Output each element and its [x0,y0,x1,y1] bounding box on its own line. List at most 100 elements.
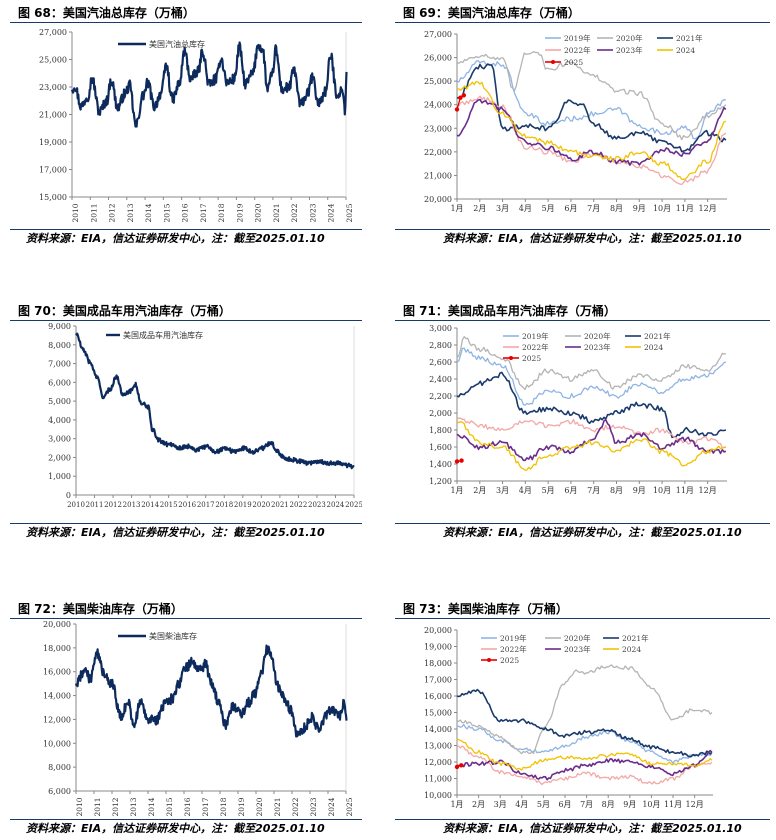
x-tick-label: 2017 [201,797,210,816]
legend-label: 2022年 [522,342,549,352]
y-tick-label: 8,000 [48,763,71,772]
series-marker [454,107,460,112]
x-tick-label: 2015 [165,797,174,816]
legend-label: 2019年 [500,633,527,643]
x-tick-label: 2019 [237,797,246,816]
series-line-4 [456,749,713,781]
legend-label: 2023年 [564,644,591,654]
series-line-2 [456,63,727,153]
x-tick-label: 11月 [676,486,694,495]
x-tick-label: 2019 [234,501,252,509]
legend-label: 2022年 [564,45,591,55]
series-marker [454,459,460,464]
y-tick-label: 15,000 [424,709,452,718]
y-tick-label: 18,000 [424,659,452,668]
legend-label: 2021年 [644,331,671,341]
x-tick-label: 2018 [219,797,228,816]
y-tick-label: 19,000 [424,643,452,652]
source-note: 资料来源：EIA，信达证券研发中心，注：截至2025.01.10 [443,822,742,835]
x-tick-label: 5月 [542,204,555,213]
x-tick-label: 2013 [129,797,138,816]
legend-label: 2024 [622,645,641,654]
x-tick-label: 2016 [181,203,190,222]
y-tick-label: 17,000 [39,166,67,175]
x-tick-label: 2017 [197,501,215,509]
y-tick-label: 16,000 [43,668,71,677]
x-tick-label: 6月 [564,204,577,213]
x-tick-label: 4月 [519,486,532,495]
x-tick-label: 10月 [653,486,671,495]
chart-71-svg: 1,200 1,400 1,600 1,800 2,000 2,200 2,400 2,600… [429,324,727,495]
y-tick-label: 20,000 [424,195,452,204]
x-tick-label: 2020 [255,797,264,816]
series-line-0 [74,644,348,738]
legend-label: 美国柴油库存 [149,631,197,641]
series-line-2 [456,688,713,758]
x-tick-label: 2012 [104,501,122,509]
y-tick-label: 23,000 [424,124,452,133]
y-tick-label: 9,000 [48,322,71,331]
x-tick-label: 8月 [610,204,623,213]
y-tick-label: 22,000 [424,148,452,157]
y-tick-label: 25,000 [39,56,67,65]
y-tick-label: 27,000 [424,30,452,39]
y-tick-label: 13,000 [424,742,452,751]
series-line-3 [456,744,713,786]
series-line-4 [456,98,727,166]
y-tick-label: 6,000 [48,378,71,387]
chart-title: 图 68：美国汽油总库存（万桶） [18,6,195,20]
x-tick-label: 7月 [587,486,600,495]
panel-chart-70: 图 70：美国成品车用汽油库存（万桶） 0 1,000 2,000 3,000 4,00… [10,298,362,548]
x-tick-label: 5月 [537,800,550,809]
y-tick-label: 27,000 [39,28,67,37]
legend-marker [551,60,555,64]
source-note: 资料来源：EIA，信达证券研发中心，注：截至2025.01.10 [443,232,742,245]
x-tick-label: 7月 [580,800,593,809]
x-tick-label: 2015 [162,203,171,222]
panel-chart-69: 图 69：美国汽油总库存（万桶） 20,000 21,000 22,000 23,00… [395,0,770,250]
series-line-2 [456,371,727,439]
x-tick-label: 10月 [642,800,660,809]
x-tick-label: 2023 [308,501,326,509]
x-tick-label: 2010 [67,501,85,509]
legend-label: 美国汽油总库存 [149,39,205,49]
x-tick-label: 2月 [473,204,486,213]
y-tick-label: 2,000 [48,453,71,462]
y-tick-label: 2,000 [429,409,452,418]
x-tick-label: 3月 [496,204,509,213]
y-tick-label: 20,000 [424,626,452,635]
series-line-0 [456,723,713,764]
series-marker [454,764,460,770]
y-tick-label: 3,000 [48,435,71,444]
chart-70-svg: 0 1,000 2,000 3,000 4,000 5,000 6,000 7,000 8,00… [48,322,362,509]
y-tick-label: 26,000 [424,54,452,63]
series-line-0 [456,59,726,140]
x-tick-label: 2019 [235,203,244,222]
y-tick-label: 17,000 [424,676,452,685]
source-note: 资料来源：EIA，信达证券研发中心，注：截至2025.01.10 [443,526,742,539]
x-tick-label: 2025 [345,203,354,222]
series-line-4 [456,419,727,462]
y-tick-label: 11,000 [424,775,452,784]
y-tick-label: 12,000 [43,715,71,724]
legend-label: 2023年 [616,45,643,55]
x-tick-label: 2015 [160,501,178,509]
y-tick-label: 19,000 [39,138,67,147]
y-tick-label: 20,000 [43,620,71,629]
x-tick-label: 2012 [108,203,117,222]
y-tick-label: 15,000 [39,193,67,202]
x-tick-label: 2017 [199,203,208,222]
series-marker [461,93,467,98]
x-tick-label: 2024 [327,203,336,222]
y-tick-label: 3,000 [429,324,452,333]
x-tick-label: 12月 [686,800,704,809]
x-tick-label: 8月 [602,800,615,809]
series-line-0 [75,332,355,470]
legend-label: 2025 [564,58,583,67]
x-tick-label: 2011 [93,797,102,816]
y-tick-label: 6,000 [48,787,71,796]
panel-chart-73: 图 73：美国柴油库存（万桶） 10,000 11,000 12,000 13,000… [395,596,770,840]
x-tick-label: 2014 [147,797,156,816]
legend-label: 2021年 [622,633,649,643]
y-tick-label: 23,000 [39,83,67,92]
